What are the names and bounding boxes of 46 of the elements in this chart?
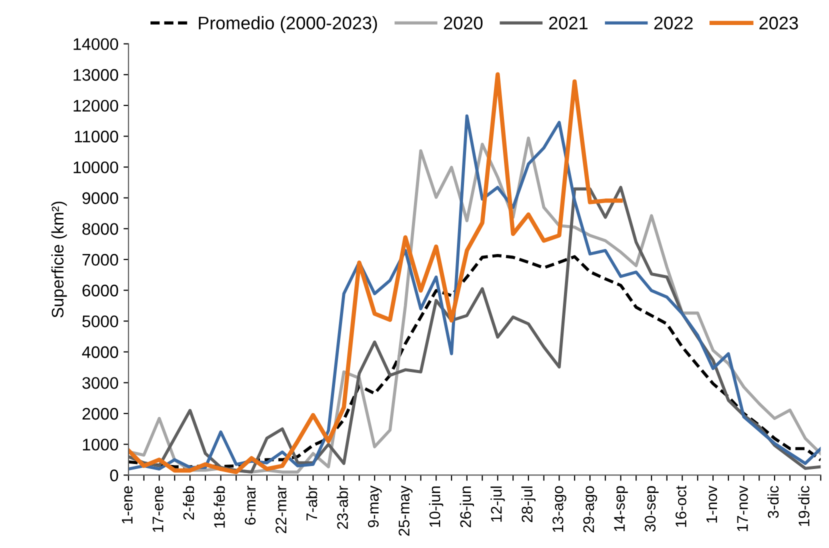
- x-tick-label: 13-ago: [552, 486, 566, 532]
- y-tick-label: 7000: [82, 254, 118, 266]
- legend-label: 2021: [549, 16, 588, 30]
- y-tick-label: 14000: [74, 38, 118, 50]
- x-tick-label: 9-may: [368, 486, 382, 528]
- line-series: [128, 72, 623, 474]
- x-tick-label: 30-sep: [644, 486, 659, 532]
- x-tick-label: 14-sep: [614, 486, 628, 532]
- y-axis-title: Superficie (km²): [51, 202, 67, 318]
- legend-label: 2020: [444, 16, 483, 30]
- x-tick-label: 29-ago: [583, 486, 598, 532]
- x-tick-label: 3-dic: [767, 486, 779, 518]
- legend-label: 2022: [654, 16, 693, 30]
- y-tick-label: 6000: [82, 284, 118, 296]
- x-tick-label: 7-abr: [306, 486, 318, 520]
- y-tick-label: 1000: [82, 438, 118, 451]
- x-tick-label: 22-mar: [276, 486, 286, 534]
- x-tick-label: 17-nov: [737, 486, 748, 532]
- x-tick-label: 1-ene: [122, 486, 133, 524]
- y-tick-label: 2000: [82, 408, 118, 420]
- x-tick-label: 23-abr: [336, 486, 348, 529]
- x-tick-label: 18-feb: [214, 486, 225, 528]
- x-tick-label: 26-jun: [460, 486, 474, 528]
- y-tick-label: 4000: [82, 346, 118, 358]
- y-tick-label: 0: [110, 470, 118, 482]
- x-tick-label: 16-oct: [676, 486, 686, 527]
- x-tick-label: 2-feb: [182, 486, 194, 520]
- x-tick-label: 19-dic: [798, 486, 810, 526]
- y-tick-label: 8000: [82, 223, 118, 235]
- x-tick-label: 17-ene: [152, 486, 164, 532]
- x-tick-label: 6-mar: [244, 486, 256, 525]
- y-tick-label: 10000: [74, 161, 118, 174]
- y-tick-label: 12000: [74, 100, 118, 112]
- legend-label: Promedio (2000-2023): [198, 16, 377, 33]
- legend-label: 2023: [759, 16, 798, 30]
- x-tick-label: 10-jun: [429, 486, 444, 527]
- x-tick-label: 25-may: [398, 486, 412, 536]
- y-tick-label: 3000: [82, 377, 118, 389]
- y-tick-label: 11000: [74, 130, 118, 142]
- y-tick-label: 5000: [82, 315, 118, 328]
- x-tick-label: 28-jul: [521, 486, 536, 522]
- y-tick-label: 9000: [82, 192, 118, 204]
- y-tick-label: 13000: [74, 69, 118, 81]
- line-series: [128, 254, 821, 468]
- x-tick-label: 12-jul: [490, 486, 505, 522]
- x-tick-label: 1-nov: [706, 486, 718, 523]
